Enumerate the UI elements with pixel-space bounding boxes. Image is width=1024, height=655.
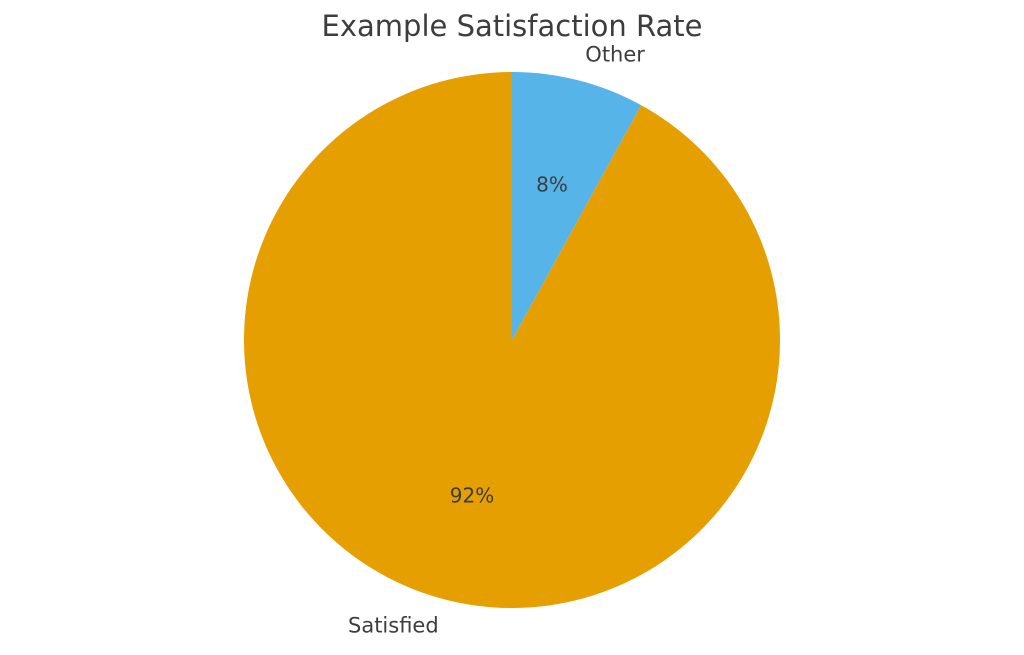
- pie-labels: Satisfied 92% Other 8%: [348, 43, 645, 638]
- pie-wedges: [243, 72, 780, 608]
- slice-pct-satisfied: 92%: [450, 484, 494, 508]
- pie-slice-other: [512, 72, 642, 340]
- pie-slice-satisfied: [243, 72, 780, 608]
- chart-title: Example Satisfaction Rate: [322, 9, 703, 43]
- slice-pct-other: 8%: [536, 172, 568, 196]
- slice-label-other: Other: [585, 43, 645, 67]
- slice-label-satisfied: Satisfied: [348, 614, 439, 638]
